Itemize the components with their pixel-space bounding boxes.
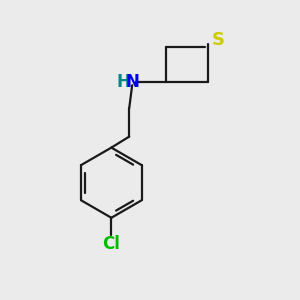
- Text: N: N: [125, 73, 139, 91]
- Text: Cl: Cl: [102, 235, 120, 253]
- Text: H: H: [117, 73, 131, 91]
- Text: S: S: [212, 31, 225, 49]
